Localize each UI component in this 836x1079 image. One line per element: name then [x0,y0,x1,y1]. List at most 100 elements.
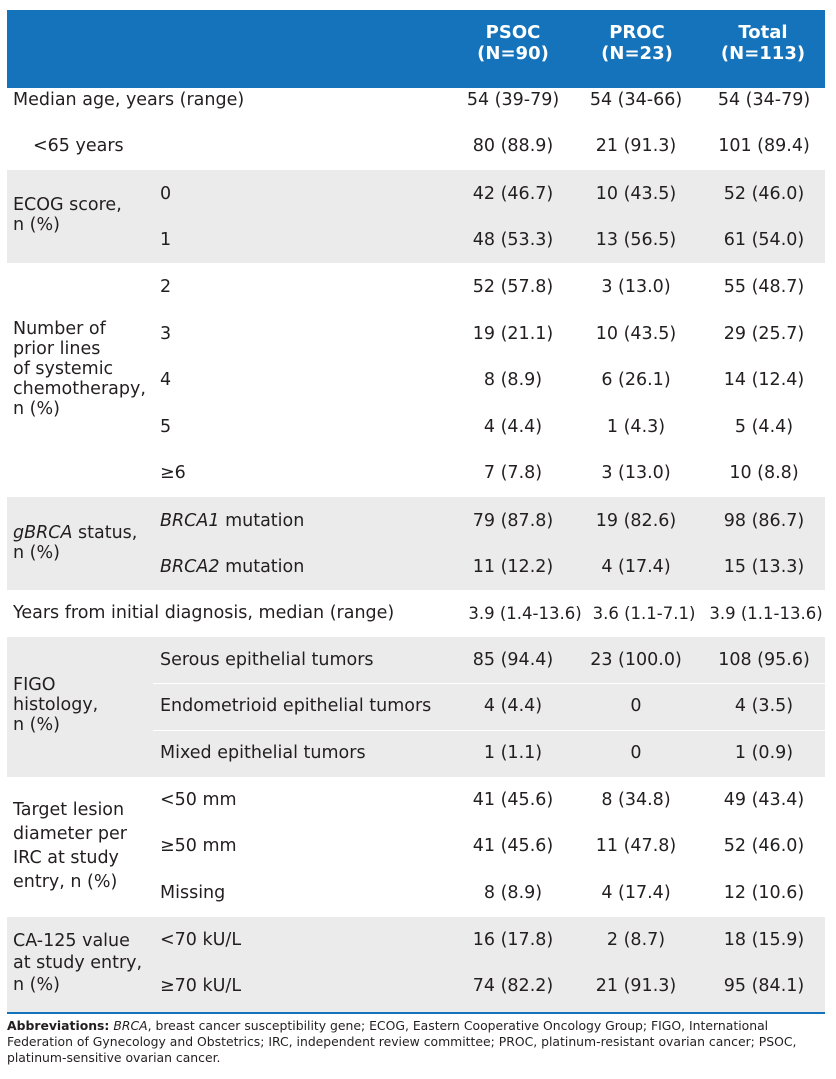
sub-label: ≥50 mm [160,836,237,856]
footnote-italic-term: BRCA [113,1018,148,1033]
group-label: Target lesion diameter per IRC at study … [13,798,127,894]
value-total: 54 (34-79) [717,90,811,110]
table-group-figo: FIGO histology, n (%) Serous epithelial … [7,637,825,777]
table-header: PSOC (N=90) PROC (N=23) Total (N=113) [7,10,825,88]
label-line: FIGO [13,675,56,695]
label-line: n (%) [13,975,60,995]
value-psoc: 4 (4.4) [483,696,543,716]
sub-label: Missing [160,883,226,903]
value-psoc: 11 (12.2) [472,557,554,577]
value-psoc: 16 (17.8) [472,930,554,950]
sub-rest: mutation [219,557,305,577]
sub-label: <50 mm [160,790,237,810]
sub-label: ≥6 [160,463,186,483]
row-separator [153,730,825,731]
row-separator [153,683,825,684]
label-line: at study entry, [13,953,143,973]
value-psoc: 52 (57.8) [472,277,554,297]
value-proc: 54 (34-66) [589,90,683,110]
table-row-years-diagnosis: Years from initial diagnosis, median (ra… [7,590,825,637]
label-line: ECOG score, [13,195,122,215]
column-name: Total [738,22,788,43]
column-n: (N=23) [601,43,673,64]
row-label: Median age, years (range) [13,90,245,110]
column-name: PROC [609,22,665,43]
label-line: n (%) [13,399,60,419]
sub-label: 1 [160,230,172,250]
label-line: prior lines [13,339,101,359]
value-total: 4 (3.5) [734,696,794,716]
value-total: 52 (46.0) [723,836,805,856]
value-proc: 23 (100.0) [590,650,682,670]
sub-label: Serous epithelial tumors [160,650,374,670]
value-psoc: 54 (39-79) [466,90,560,110]
value-psoc: 41 (45.6) [472,836,554,856]
sub-label: Endometrioid epithelial tumors [160,696,432,716]
value-total: 101 (89.4) [718,136,810,156]
value-proc: 21 (91.3) [595,976,677,996]
value-total: 29 (25.7) [723,324,805,344]
value-proc: 11 (47.8) [595,836,677,856]
value-proc: 21 (91.3) [595,136,677,156]
label-line: Target lesion [13,800,125,820]
value-psoc: 80 (88.9) [472,136,554,156]
sub-label: <70 kU/L [160,930,242,950]
value-total: 61 (54.0) [723,230,805,250]
value-psoc: 8 (8.9) [483,883,543,903]
value-psoc: 7 (7.8) [483,463,543,483]
group-label: Number of prior lines of systemic chemot… [13,319,146,419]
sub-label: ≥70 kU/L [160,976,242,996]
table-row-under-65: <65 years 80 (88.9) 21 (91.3) 101 (89.4) [7,123,825,170]
group-label: ECOG score, n (%) [13,195,122,235]
value-total: 15 (13.3) [723,557,805,577]
table-group-gbrca: gBRCA status, n (%) BRCA1 mutation 79 (8… [7,497,825,590]
value-proc: 3 (13.0) [601,463,671,483]
value-total: 52 (46.0) [723,184,805,204]
value-psoc: 48 (53.3) [472,230,554,250]
value-total: 10 (8.8) [729,463,799,483]
row-label: Years from initial diagnosis, median (ra… [13,603,395,623]
group-label: gBRCA status, n (%) [13,523,137,563]
column-header-proc: PROC (N=23) [587,22,687,64]
value-psoc: 19 (21.1) [472,324,554,344]
label-line: n (%) [13,715,60,735]
gene-name: BRCA1 [160,511,220,531]
label-line: n (%) [13,543,60,563]
label-line: n (%) [13,215,60,235]
label-rest: status, [72,523,138,543]
sub-label: Mixed epithelial tumors [160,743,366,763]
footnote-heading: Abbreviations: [7,1018,110,1033]
value-proc: 2 (8.7) [606,930,666,950]
label-line: IRC at study [13,848,119,868]
label-line: entry, n (%) [13,872,118,892]
table-group-ecog: ECOG score, n (%) 0 42 (46.7) 10 (43.5) … [7,170,825,263]
value-proc: 4 (17.4) [601,557,671,577]
label-line: of systemic [13,359,114,379]
value-proc: 3.6 (1.1-7.1) [592,604,696,623]
value-total: 1 (0.9) [734,743,794,763]
value-total: 14 (12.4) [723,370,805,390]
value-proc: 19 (82.6) [595,511,677,531]
value-proc: 0 [630,696,642,716]
group-label: FIGO histology, n (%) [13,675,98,735]
sub-label: BRCA1 mutation [160,511,304,532]
table-group-prior-lines: Number of prior lines of systemic chemot… [7,263,825,497]
sub-rest: mutation [219,511,305,531]
sub-label: 3 [160,324,172,344]
value-total: 95 (84.1) [723,976,805,996]
baseline-characteristics-table: PSOC (N=90) PROC (N=23) Total (N=113) Me… [7,10,825,1012]
value-psoc: 79 (87.8) [472,511,554,531]
label-line: gBRCA status, [13,523,137,543]
sub-label: 5 [160,417,172,437]
table-row-median-age: Median age, years (range) 54 (39-79) 54 … [7,88,825,123]
value-proc: 3 (13.0) [601,277,671,297]
value-total: 3.9 (1.1-13.6) [709,604,823,623]
value-psoc: 4 (4.4) [483,417,543,437]
label-italic: gBRCA [13,523,73,543]
footnote-text: , breast cancer susceptibility gene; ECO… [7,1018,797,1065]
value-proc: 4 (17.4) [601,883,671,903]
sub-label: BRCA2 mutation [160,557,304,578]
value-psoc: 74 (82.2) [472,976,554,996]
value-proc: 13 (56.5) [595,230,677,250]
label-line: diameter per [13,824,127,844]
